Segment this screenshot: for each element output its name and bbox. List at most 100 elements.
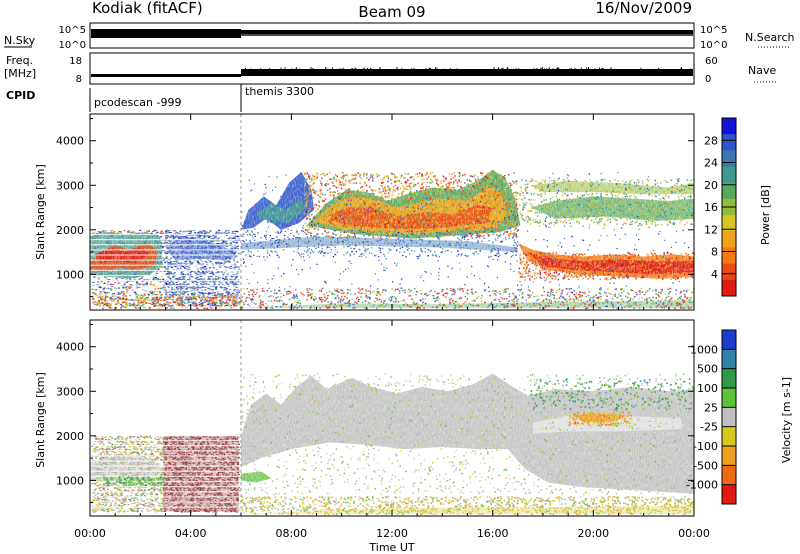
freq-trace-noise (546, 68, 548, 71)
freq-trace-noise (299, 68, 301, 71)
freq-trace-noise (601, 67, 603, 70)
freq-trace-noise (280, 67, 282, 70)
nsky-trace-late-low (241, 34, 693, 36)
freq-label-line1: Freq. (6, 54, 33, 67)
freq-trace-noise (542, 69, 544, 72)
freq-trace-noise (385, 69, 387, 72)
freq-trace-noise (373, 69, 375, 72)
freq-trace-noise (413, 68, 415, 71)
freq-tick-top: 18 (69, 56, 82, 67)
freq-trace-noise (380, 69, 382, 72)
freq-trace-noise (678, 69, 680, 72)
nsearch-tick-top: 10^5 (700, 25, 727, 36)
freq-trace-noise (478, 69, 480, 72)
freq-trace-noise (547, 69, 549, 72)
freq-trace-noise (493, 67, 495, 70)
freq-trace-noise (610, 67, 612, 70)
freq-trace-noise (588, 69, 590, 72)
freq-trace-noise (379, 69, 381, 72)
freq-trace-noise (401, 68, 403, 71)
freq-trace-noise (601, 67, 603, 70)
freq-trace-noise (346, 69, 348, 72)
freq-trace-noise (294, 68, 296, 71)
freq-trace-noise (552, 68, 554, 71)
freq-trace-noise (291, 68, 293, 71)
freq-trace-noise (640, 67, 642, 70)
freq-trace-noise (498, 67, 500, 70)
freq-trace-noise (339, 68, 341, 71)
freq-trace-noise (386, 69, 388, 72)
freq-trace-noise (370, 69, 372, 72)
freq-trace-late (241, 69, 693, 76)
freq-trace-noise (517, 69, 519, 72)
freq-trace-noise (355, 69, 357, 72)
cpid-segment-pcodescan: pcodescan -999 (94, 96, 181, 109)
freq-trace-noise (435, 67, 437, 70)
freq-trace-noise (354, 69, 356, 72)
freq-trace-noise (332, 67, 334, 70)
freq-trace-noise (269, 67, 271, 70)
freq-trace-noise (436, 68, 438, 71)
date-title: 16/Nov/2009 (595, 0, 692, 17)
cpid-label: CPID (6, 89, 35, 102)
freq-trace-noise (594, 68, 596, 71)
freq-trace-noise (661, 69, 663, 72)
freq-trace-noise (651, 69, 653, 72)
freq-trace-noise (483, 69, 485, 72)
nsearch-label: N.Search (745, 31, 795, 44)
freq-trace-noise (366, 68, 368, 71)
nsky-trace (91, 29, 693, 38)
freq-trace-noise (449, 68, 451, 71)
station-title: Kodiak (fitACF) (92, 0, 203, 17)
nsky-trace-early (91, 29, 241, 35)
freq-trace-noise (556, 67, 558, 70)
freq-trace-noise (370, 67, 372, 70)
freq-trace-noise (586, 67, 588, 70)
freq-trace-noise (526, 69, 528, 72)
freq-label-line2: [MHz] (4, 67, 36, 80)
freq-trace-noise (570, 68, 572, 71)
freq-trace-noise (502, 67, 504, 70)
freq-trace-noise (558, 67, 560, 70)
freq-trace-noise (564, 69, 566, 72)
freq-trace-noise (655, 69, 657, 72)
freq-trace-noise (518, 68, 520, 71)
freq-trace-noise (554, 69, 556, 72)
freq-trace-noise (342, 69, 344, 72)
freq-trace-noise (499, 69, 501, 72)
freq-trace-noise (378, 69, 380, 72)
freq-trace-noise (252, 68, 254, 71)
freq-trace-noise (325, 67, 327, 70)
freq-trace-noise (689, 68, 691, 71)
freq-trace-noise (540, 67, 542, 70)
freq-trace-noise (284, 67, 286, 70)
freq-trace-noise (245, 67, 247, 70)
freq-trace-noise (456, 68, 458, 71)
freq-trace-noise (425, 68, 427, 71)
freq-trace-noise (507, 69, 509, 72)
nsky-trace-late (241, 30, 693, 34)
freq-trace-noise (354, 67, 356, 70)
nsearch-tick-bottom: 10^0 (700, 40, 727, 51)
freq-trace-noise (295, 67, 297, 70)
freq-trace-noise (588, 67, 590, 70)
freq-trace-noise (574, 68, 576, 71)
freq-trace (91, 67, 693, 77)
freq-trace-noise (310, 67, 312, 70)
freq-trace-noise (283, 69, 285, 72)
freq-trace-noise (331, 68, 333, 71)
freq-frame (89, 52, 695, 85)
freq-trace-noise (465, 68, 467, 71)
nsky-strip: N.Sky 10^5 10^0 10^5 10^0 N.Search (4, 22, 795, 51)
freq-trace-noise (379, 67, 381, 70)
nsky-tick-top: 10^5 (59, 25, 86, 36)
freq-trace-noise (302, 69, 304, 72)
freq-trace-noise (420, 69, 422, 72)
freq-trace-noise (532, 69, 534, 72)
freq-trace-noise (250, 68, 252, 71)
nsky-label: N.Sky (4, 34, 36, 47)
nave-label: Nave (748, 64, 776, 77)
freq-trace-noise (569, 68, 571, 71)
